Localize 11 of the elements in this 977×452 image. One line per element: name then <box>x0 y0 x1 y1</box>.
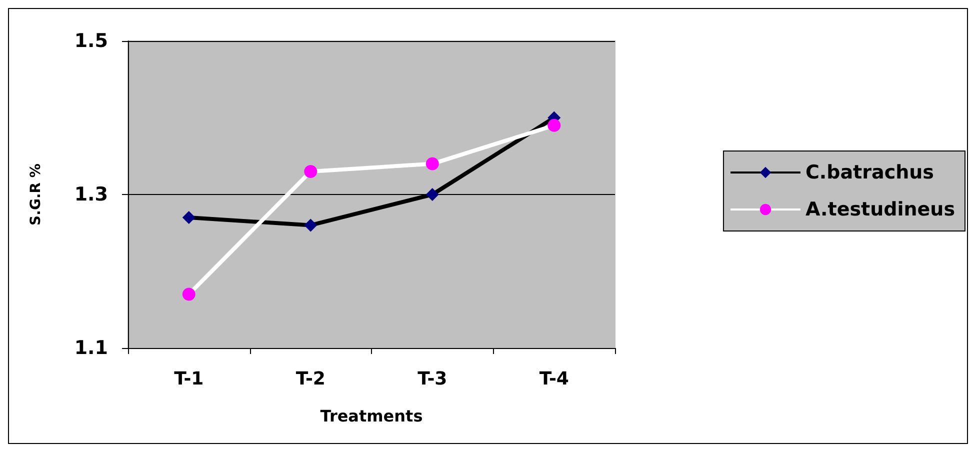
legend-label: A.testudineus <box>805 198 956 220</box>
x-tick-label: T-1 <box>174 368 204 390</box>
x-tick-label: T-4 <box>539 368 569 390</box>
y-tick-label: 1.1 <box>74 337 108 359</box>
y-tick-label: 1.5 <box>74 30 108 52</box>
x-axis-title: Treatments <box>320 406 423 426</box>
x-tick-label: T-2 <box>296 368 326 390</box>
y-axis-title: S.G.R % <box>28 164 44 226</box>
y-tick-label: 1.3 <box>74 184 108 206</box>
legend-label: C.batrachus <box>805 162 934 184</box>
x-tick-label: T-3 <box>418 368 448 390</box>
